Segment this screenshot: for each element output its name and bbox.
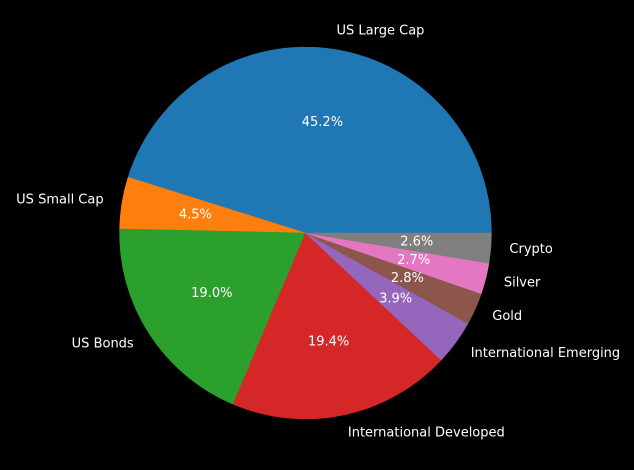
slice-label: International Emerging [471,346,620,361]
slice-label: Crypto [509,242,552,257]
slice-label: US Large Cap [337,23,425,38]
pct-label: 2.7% [397,253,430,268]
labels: US Large Cap 45.2% US Small Cap 4.5% US Bond… [16,23,620,440]
pct-label: 2.8% [391,271,424,286]
slice-us-bonds [119,228,306,405]
slice-label: US Small Cap [16,192,103,207]
pct-label: 4.5% [179,207,212,222]
slice-label: US Bonds [72,337,134,352]
pct-label: 3.9% [379,291,412,306]
pct-label: 45.2% [302,115,343,130]
slice-label: Gold [492,309,522,324]
slice-crypto [305,232,492,264]
slice-us-large-cap [127,46,492,234]
pct-label: 19.0% [191,286,232,301]
slice-international-developed [232,232,442,420]
slice-label: International Developed [348,426,505,441]
slice-label: Silver [504,276,541,291]
pct-label: 19.4% [308,335,349,350]
slices [119,46,492,420]
pct-label: 2.6% [400,235,433,250]
